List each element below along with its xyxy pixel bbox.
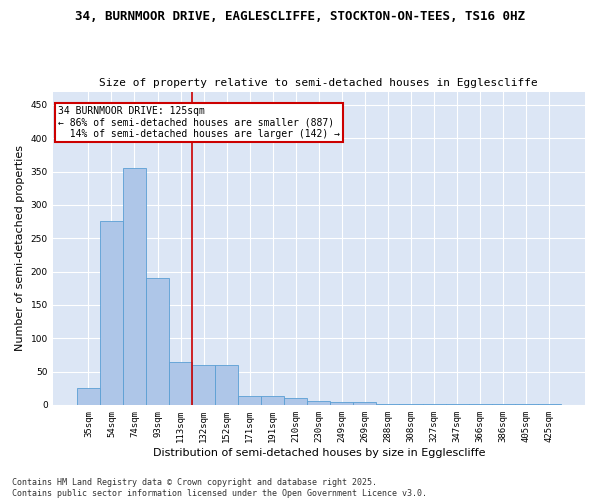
X-axis label: Distribution of semi-detached houses by size in Egglescliffe: Distribution of semi-detached houses by … — [152, 448, 485, 458]
Bar — [100, 221, 123, 405]
Bar — [515, 404, 538, 405]
Text: 34, BURNMOOR DRIVE, EAGLESCLIFFE, STOCKTON-ON-TEES, TS16 0HZ: 34, BURNMOOR DRIVE, EAGLESCLIFFE, STOCKT… — [75, 10, 525, 23]
Text: Contains HM Land Registry data © Crown copyright and database right 2025.
Contai: Contains HM Land Registry data © Crown c… — [12, 478, 427, 498]
Bar — [192, 365, 215, 405]
Bar — [422, 404, 446, 405]
Bar — [446, 404, 469, 405]
Bar — [215, 365, 238, 405]
Bar — [491, 404, 515, 405]
Bar — [331, 402, 353, 405]
Bar — [238, 396, 261, 405]
Bar — [284, 398, 307, 405]
Y-axis label: Number of semi-detached properties: Number of semi-detached properties — [15, 145, 25, 351]
Bar — [261, 396, 284, 405]
Bar — [77, 388, 100, 405]
Bar — [353, 402, 376, 405]
Bar — [400, 404, 422, 405]
Bar — [146, 278, 169, 405]
Text: 34 BURNMOOR DRIVE: 125sqm
← 86% of semi-detached houses are smaller (887)
  14% : 34 BURNMOOR DRIVE: 125sqm ← 86% of semi-… — [58, 106, 340, 139]
Bar — [307, 401, 331, 405]
Bar — [469, 404, 491, 405]
Bar — [376, 404, 400, 405]
Bar — [538, 404, 561, 405]
Title: Size of property relative to semi-detached houses in Egglescliffe: Size of property relative to semi-detach… — [100, 78, 538, 88]
Bar — [169, 362, 192, 405]
Bar — [123, 168, 146, 405]
